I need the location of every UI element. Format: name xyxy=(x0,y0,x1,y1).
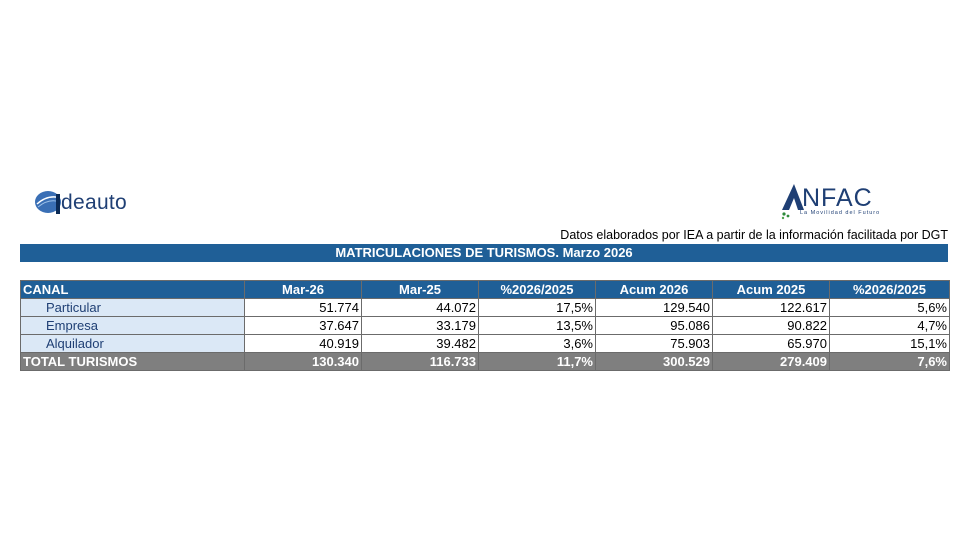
total-cell: 11,7% xyxy=(478,352,596,371)
column-header-canal: CANAL xyxy=(20,280,245,299)
cell: 129.540 xyxy=(595,298,713,317)
table-title: MATRICULACIONES DE TURISMOS. Marzo 2026 xyxy=(20,244,948,262)
cell: 75.903 xyxy=(595,334,713,353)
total-row: TOTAL TURISMOS 130.340 116.733 11,7% 300… xyxy=(20,352,950,371)
cell: 4,7% xyxy=(829,316,950,335)
row-label: Alquilador xyxy=(20,334,245,353)
anfac-wordmark: NFAC xyxy=(802,184,873,212)
cell: 122.617 xyxy=(712,298,830,317)
ideauto-wordmark: deauto xyxy=(61,191,128,214)
column-header-acum2025: Acum 2025 xyxy=(712,280,830,299)
cell: 3,6% xyxy=(478,334,596,353)
total-cell: 116.733 xyxy=(361,352,479,371)
total-cell: 279.409 xyxy=(712,352,830,371)
ideauto-logo-icon xyxy=(35,191,62,214)
cell: 40.919 xyxy=(244,334,362,353)
ideauto-logo: deauto xyxy=(34,186,174,220)
cell: 15,1% xyxy=(829,334,950,353)
column-header-acum2026: Acum 2026 xyxy=(595,280,713,299)
total-cell: 7,6% xyxy=(829,352,950,371)
anfac-logo-icon xyxy=(781,184,804,220)
column-header-pct-acum: %2026/2025 xyxy=(829,280,950,299)
cell: 51.774 xyxy=(244,298,362,317)
cell: 37.647 xyxy=(244,316,362,335)
cell: 44.072 xyxy=(361,298,479,317)
cell: 33.179 xyxy=(361,316,479,335)
row-label: Particular xyxy=(20,298,245,317)
column-header-mar25: Mar-25 xyxy=(361,280,479,299)
cell: 90.822 xyxy=(712,316,830,335)
total-cell: 130.340 xyxy=(244,352,362,371)
cell: 95.086 xyxy=(595,316,713,335)
source-note: Datos elaborados por IEA a partir de la … xyxy=(560,228,948,242)
header-row: CANAL Mar-26 Mar-25 %2026/2025 Acum 2026… xyxy=(20,280,950,299)
row-label: Empresa xyxy=(20,316,245,335)
table-row: Empresa 37.647 33.179 13,5% 95.086 90.82… xyxy=(20,316,950,335)
table-row: Alquilador 40.919 39.482 3,6% 75.903 65.… xyxy=(20,334,950,353)
cell: 17,5% xyxy=(478,298,596,317)
anfac-tagline: La Movilidad del Futuro xyxy=(800,210,881,216)
column-header-mar26: Mar-26 xyxy=(244,280,362,299)
column-header-pct-month: %2026/2025 xyxy=(478,280,596,299)
registrations-table: CANAL Mar-26 Mar-25 %2026/2025 Acum 2026… xyxy=(20,280,950,371)
cell: 39.482 xyxy=(361,334,479,353)
anfac-logo: NFAC La Movilidad del Futuro xyxy=(780,180,910,220)
cell: 65.970 xyxy=(712,334,830,353)
total-label: TOTAL TURISMOS xyxy=(20,352,245,371)
cell: 5,6% xyxy=(829,298,950,317)
table-row: Particular 51.774 44.072 17,5% 129.540 1… xyxy=(20,298,950,317)
total-cell: 300.529 xyxy=(595,352,713,371)
cell: 13,5% xyxy=(478,316,596,335)
